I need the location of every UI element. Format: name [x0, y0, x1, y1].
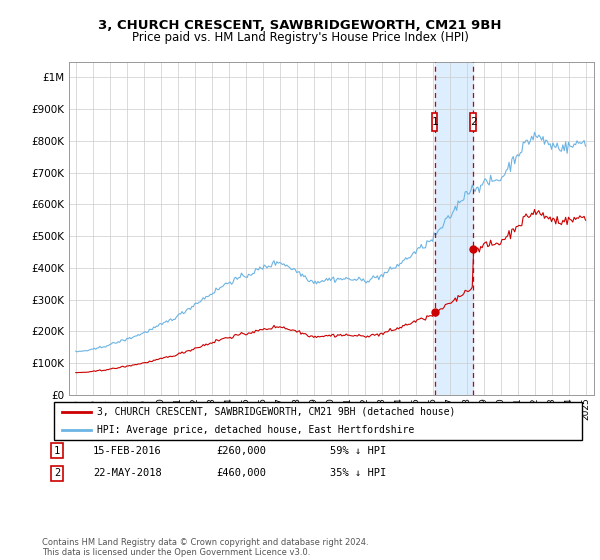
Text: £460,000: £460,000 — [216, 468, 266, 478]
Text: 35% ↓ HPI: 35% ↓ HPI — [330, 468, 386, 478]
Text: 3, CHURCH CRESCENT, SAWBRIDGEWORTH, CM21 9BH (detached house): 3, CHURCH CRESCENT, SAWBRIDGEWORTH, CM21… — [97, 407, 455, 417]
Text: 1: 1 — [431, 117, 438, 127]
Text: 1: 1 — [54, 446, 60, 456]
Text: Price paid vs. HM Land Registry's House Price Index (HPI): Price paid vs. HM Land Registry's House … — [131, 31, 469, 44]
Text: 2: 2 — [54, 468, 60, 478]
Text: Contains HM Land Registry data © Crown copyright and database right 2024.
This d: Contains HM Land Registry data © Crown c… — [42, 538, 368, 557]
Text: HPI: Average price, detached house, East Hertfordshire: HPI: Average price, detached house, East… — [97, 425, 415, 435]
Text: 2: 2 — [470, 117, 476, 127]
Text: 3, CHURCH CRESCENT, SAWBRIDGEWORTH, CM21 9BH: 3, CHURCH CRESCENT, SAWBRIDGEWORTH, CM21… — [98, 19, 502, 32]
Bar — [434, 62, 473, 395]
Text: 59% ↓ HPI: 59% ↓ HPI — [330, 446, 386, 456]
Bar — [432, 113, 437, 130]
Text: 15-FEB-2016: 15-FEB-2016 — [93, 446, 162, 456]
Text: £260,000: £260,000 — [216, 446, 266, 456]
Bar — [470, 113, 476, 130]
Text: 22-MAY-2018: 22-MAY-2018 — [93, 468, 162, 478]
